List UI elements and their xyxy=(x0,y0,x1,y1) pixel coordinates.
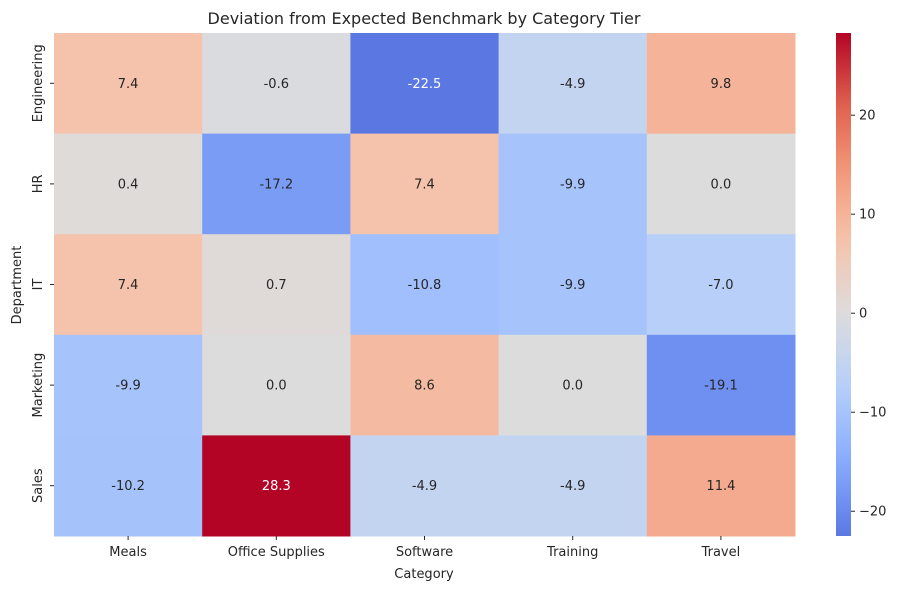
y-tick-label: Sales xyxy=(31,468,46,503)
cell-value-label: 11.4 xyxy=(706,479,735,494)
cell-value-label: 28.3 xyxy=(262,479,291,494)
y-axis-label: Department xyxy=(10,246,25,325)
heatmap-cell xyxy=(350,435,500,537)
heatmap-cell xyxy=(350,334,500,436)
y-tick-label: Marketing xyxy=(31,353,46,418)
cell-value-label: 7.4 xyxy=(118,278,139,293)
heatmap-cell xyxy=(646,435,796,537)
cell-value-label: -7.0 xyxy=(708,278,733,293)
x-tick-label: Travel xyxy=(701,545,741,560)
cell-value-label: -10.2 xyxy=(111,479,145,494)
x-tick-label: Training xyxy=(546,545,598,560)
heatmap-cell xyxy=(54,133,203,235)
cell-value-label: 8.6 xyxy=(414,379,435,394)
heatmap-cell xyxy=(350,33,500,135)
cell-value-label: 7.4 xyxy=(414,177,435,192)
cell-value-label: -0.6 xyxy=(264,77,289,92)
heatmap-cell xyxy=(498,435,648,537)
cell-value-label: -4.9 xyxy=(412,479,437,494)
x-tick-label: Meals xyxy=(109,545,147,560)
heatmap-cell xyxy=(202,435,351,537)
colorbar-tick-label: 0 xyxy=(859,307,867,322)
y-tick-label: HR xyxy=(31,174,46,193)
heatmap-cells: 7.4 -0.6 -22.5 -4.9 9.8 0.4 -17.2 7.4 -9.9 0.0 7.4… xyxy=(54,33,796,537)
heatmap-cell xyxy=(54,234,203,336)
heatmap-cell xyxy=(498,234,648,336)
cell-value-label: -4.9 xyxy=(560,479,585,494)
cell-value-label: -9.9 xyxy=(560,278,585,293)
heatmap-cell xyxy=(350,234,500,336)
colorbar-tick-label: 10 xyxy=(859,208,876,223)
cell-value-label: 0.7 xyxy=(266,278,287,293)
heatmap-cell xyxy=(54,33,203,135)
chart-title: Deviation from Expected Benchmark by Cat… xyxy=(208,9,641,28)
heatmap-cell xyxy=(646,133,796,235)
cell-value-label: -17.2 xyxy=(259,177,293,192)
cell-value-label: -19.1 xyxy=(704,379,738,394)
cell-value-label: 0.0 xyxy=(562,379,583,394)
colorbar-tick-label: 20 xyxy=(859,109,876,124)
x-axis: Meals Office Supplies Software Training Trav… xyxy=(109,536,740,560)
colorbar-gradient xyxy=(836,33,851,536)
y-tick-label: IT xyxy=(31,279,46,291)
heatmap-cell xyxy=(54,435,203,537)
cell-value-label: 0.0 xyxy=(711,177,732,192)
heatmap-cell xyxy=(202,33,351,135)
cell-value-label: -22.5 xyxy=(408,77,442,92)
heatmap-cell xyxy=(646,234,796,336)
heatmap-cell xyxy=(646,33,796,135)
heatmap-cell xyxy=(498,334,648,436)
colorbar-tick-label: −20 xyxy=(859,505,886,520)
cell-value-label: 0.0 xyxy=(266,379,287,394)
cell-value-label: 7.4 xyxy=(118,77,139,92)
colorbar: 20 10 0 −10 −20 xyxy=(836,33,886,536)
cell-value-label: -9.9 xyxy=(560,177,585,192)
colorbar-tick-label: −10 xyxy=(859,406,886,421)
x-tick-label: Software xyxy=(396,545,453,560)
heatmap-cell xyxy=(350,133,500,235)
cell-value-label: -10.8 xyxy=(408,278,442,293)
heatmap-cell xyxy=(202,234,351,336)
heatmap-cell xyxy=(202,133,351,235)
heatmap-cell xyxy=(202,334,351,436)
cell-value-label: -4.9 xyxy=(560,77,585,92)
y-tick-label: Engineering xyxy=(31,44,46,122)
heatmap-cell xyxy=(646,334,796,436)
cell-value-label: -9.9 xyxy=(115,379,140,394)
heatmap-cell xyxy=(498,33,648,135)
cell-value-label: 0.4 xyxy=(118,177,139,192)
x-axis-label: Category xyxy=(394,567,454,582)
heatmap-cell xyxy=(54,334,203,436)
x-tick-label: Office Supplies xyxy=(228,545,325,560)
y-axis: Engineering HR IT Marketing Sales xyxy=(31,44,54,503)
cell-value-label: 9.8 xyxy=(711,77,732,92)
heatmap-cell xyxy=(498,133,648,235)
